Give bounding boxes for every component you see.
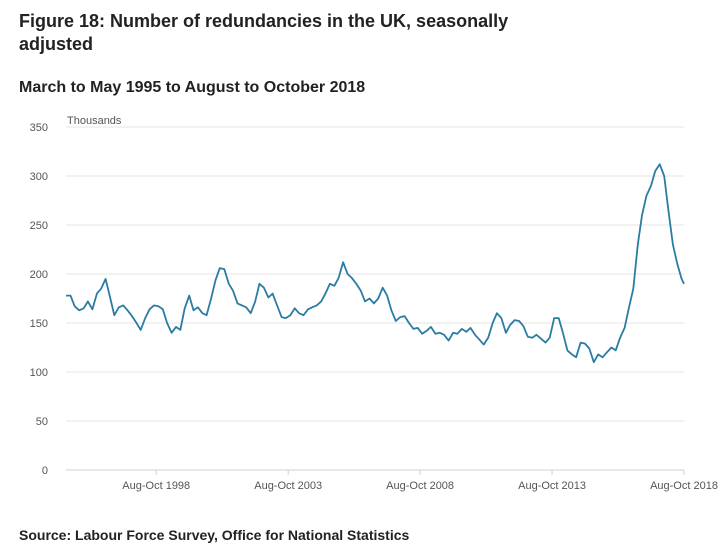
y-tick-label: 50 xyxy=(36,416,48,428)
y-tick-label: 100 xyxy=(30,367,48,379)
x-tick-label: Aug-Oct 2003 xyxy=(254,480,322,492)
chart-subtitle: March to May 1995 to August to October 2… xyxy=(19,79,366,96)
y-axis-label: Thousands xyxy=(67,115,122,127)
line-chart: 0 50 100 150 200 250 300 350 Thousands Aug-Oct … xyxy=(30,115,718,492)
y-tick-label: 350 xyxy=(30,122,48,134)
series-line xyxy=(66,163,685,364)
y-tick-label: 0 xyxy=(42,465,48,477)
x-tick-label: Aug-Oct 2013 xyxy=(518,480,586,492)
grid-lines xyxy=(66,126,684,471)
y-tick-label: 250 xyxy=(30,220,48,232)
x-tick-label: Aug-Oct 1998 xyxy=(122,480,190,492)
x-tick-label: Aug-Oct 2018 xyxy=(650,480,718,492)
y-tick-label: 200 xyxy=(30,269,48,281)
source-note: Source: Labour Force Survey, Office for … xyxy=(19,527,410,543)
x-tick-label: Aug-Oct 2008 xyxy=(386,480,454,492)
y-axis-tick-labels: 0 50 100 150 200 250 300 350 xyxy=(30,122,48,477)
y-tick-label: 300 xyxy=(30,171,48,183)
y-tick-label: 150 xyxy=(30,318,48,330)
x-axis: Aug-Oct 1998 Aug-Oct 2003 Aug-Oct 2008 Aug-… xyxy=(122,470,718,492)
chart-title: Figure 18: Number of redundancies in the… xyxy=(19,11,509,54)
